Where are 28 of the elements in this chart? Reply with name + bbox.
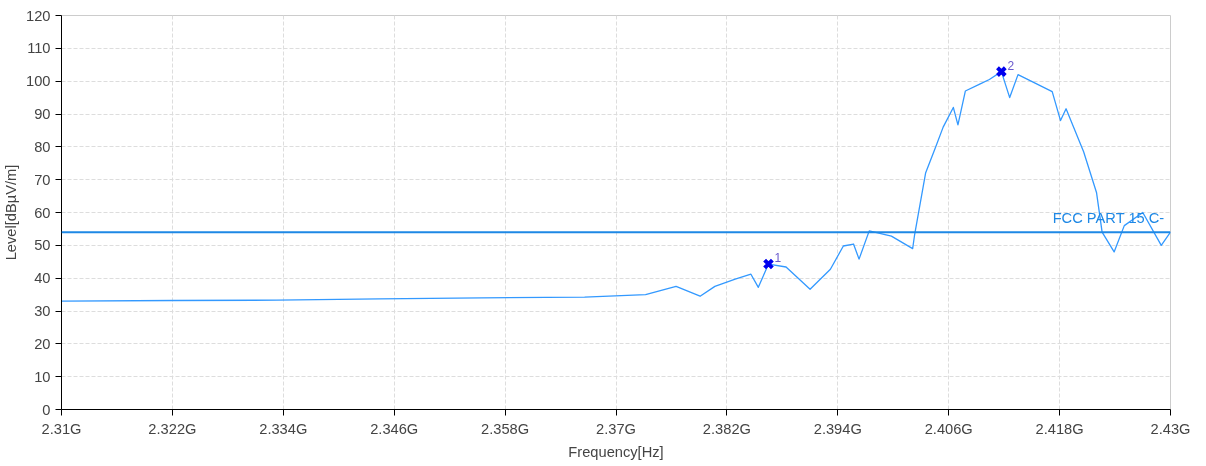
annotation: 1	[774, 251, 782, 266]
y-tick-label: 70	[34, 171, 51, 188]
x-axis-title: Frequency[Hz]	[568, 443, 664, 460]
x-tick-label: 2.406G	[924, 420, 973, 437]
y-tick-label: 30	[34, 303, 51, 319]
y-tick-label: 90	[34, 106, 51, 122]
x-tick-label: 2.322G	[148, 420, 197, 437]
y-axis-title: Level[dBµV/m]	[3, 164, 20, 261]
x-tick-label: 2.334G	[259, 420, 308, 437]
y-tick-label: 100	[26, 73, 51, 90]
y-tick-label: 50	[34, 237, 51, 254]
x-tick-label: 2.346G	[370, 420, 419, 437]
x-tick-label: 2.43G	[1150, 420, 1191, 437]
y-tick-label: 40	[34, 270, 51, 287]
x-tick-label: 2.37G	[596, 420, 636, 437]
y-tick-label: 60	[34, 204, 51, 221]
y-tick-label: 20	[34, 335, 51, 352]
y-tick-label: 120	[26, 7, 51, 24]
y-tick-label: 110	[27, 40, 51, 57]
x-tick-label: 2.382G	[702, 420, 751, 437]
annotation: 2	[1007, 58, 1015, 73]
x-tick-label: 2.394G	[813, 420, 862, 437]
x-tick-label: 2.418G	[1035, 420, 1084, 437]
y-tick-label: 80	[34, 138, 51, 155]
y-tick-label: 0	[42, 401, 51, 418]
x-tick-label: 2.358G	[481, 420, 530, 437]
x-tick-label: 2.31G	[41, 420, 82, 437]
y-tick-label: 10	[34, 368, 51, 385]
